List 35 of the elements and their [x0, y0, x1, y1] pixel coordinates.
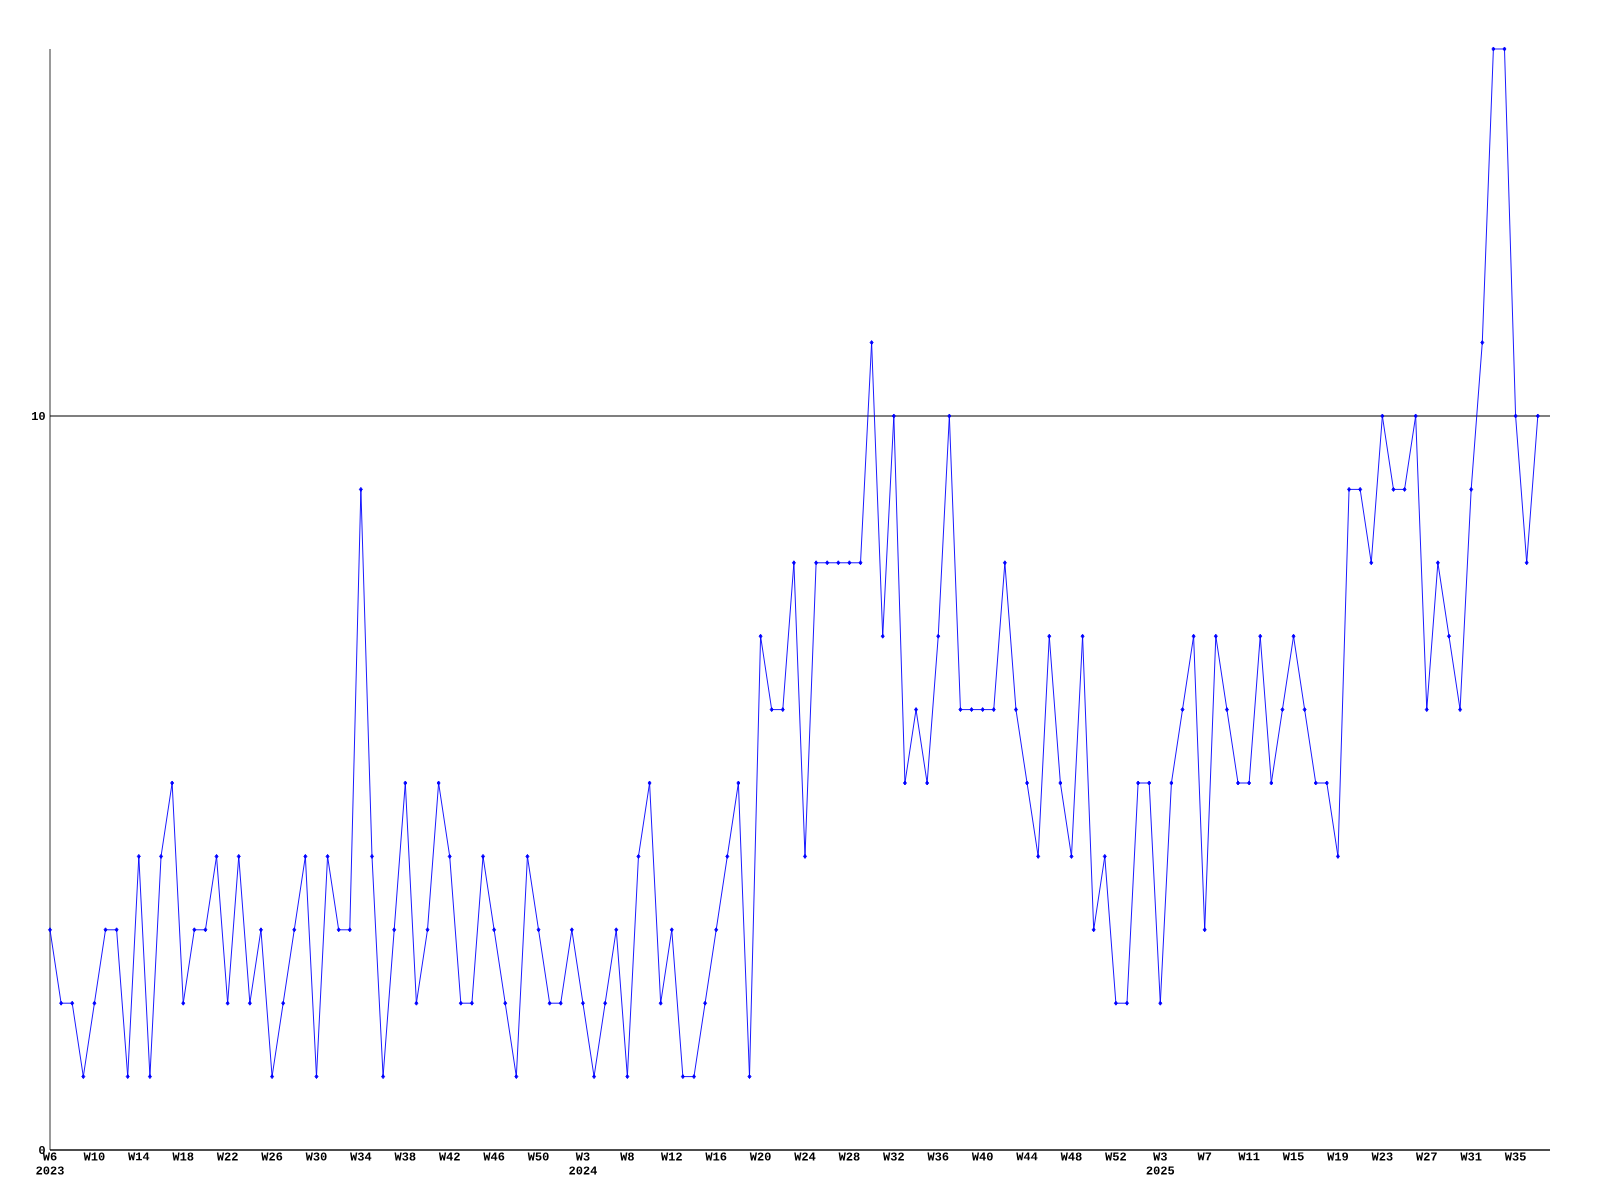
x-tick-label: W32: [883, 1152, 904, 1161]
x-tick-label: W14: [128, 1152, 150, 1161]
x-tick-label: W3 2024: [569, 1152, 597, 1175]
x-tick-label: W22: [216, 1152, 238, 1161]
y-tick-label: 10: [32, 411, 45, 421]
x-tick-label: W24: [794, 1152, 816, 1161]
x-tick-label: W50: [527, 1152, 549, 1161]
x-tick-label: W34: [350, 1152, 372, 1161]
x-tick-label: W20: [749, 1152, 771, 1161]
x-tick-label: W7: [1197, 1152, 1212, 1161]
x-tick-label: W16: [705, 1152, 727, 1161]
x-tick-label: W28: [838, 1152, 860, 1161]
x-tick-label: W10: [83, 1152, 105, 1161]
x-tick-label: W27: [1415, 1152, 1437, 1161]
x-tick-label: W11: [1238, 1152, 1260, 1161]
x-tick-label: W42: [438, 1152, 460, 1161]
x-tick-label: W52: [1105, 1152, 1126, 1161]
x-tick-label: W31: [1460, 1152, 1482, 1161]
x-tick-label: W48: [1060, 1152, 1082, 1161]
x-tick-label: W15: [1282, 1152, 1304, 1161]
x-tick-label: W26: [261, 1152, 283, 1161]
x-tick-label: W40: [971, 1152, 993, 1161]
x-tick-label: W19: [1327, 1152, 1349, 1161]
x-tick-label: W8: [620, 1152, 634, 1161]
x-tick-label: W3 2025: [1146, 1152, 1175, 1175]
x-tick-label: W18: [172, 1152, 194, 1161]
x-tick-label: W46: [483, 1152, 505, 1161]
x-tick-label: W44: [1016, 1152, 1038, 1161]
x-tick-label: W23: [1371, 1152, 1393, 1161]
x-tick-label: W36: [927, 1152, 949, 1161]
y-tick-label: 0: [39, 1145, 45, 1155]
x-tick-label: W35: [1504, 1152, 1526, 1161]
x-tick-label: W12: [660, 1152, 682, 1161]
x-tick-label: W30: [305, 1152, 327, 1161]
x-tick-label: W38: [394, 1152, 416, 1161]
